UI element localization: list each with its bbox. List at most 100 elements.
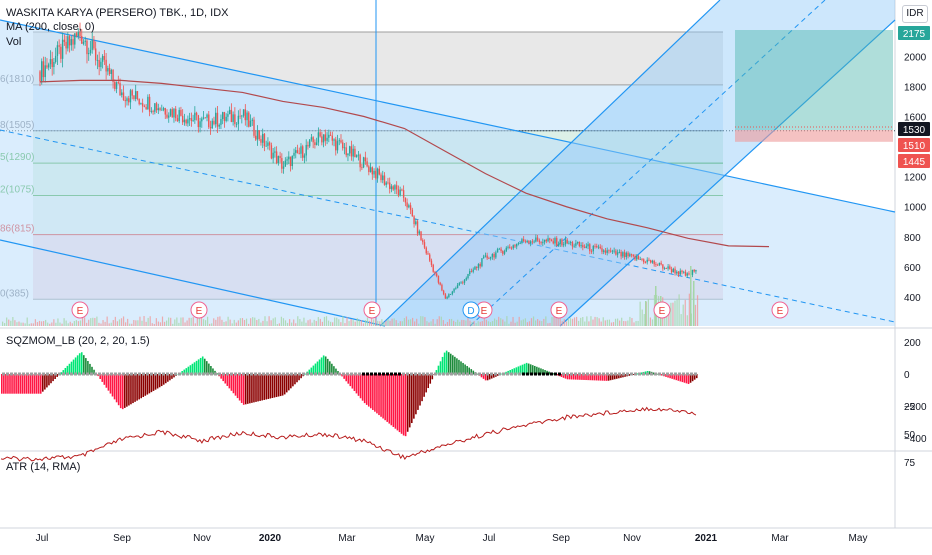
sqz-bar	[427, 374, 429, 389]
candle-body	[216, 112, 219, 127]
sqz-dot	[366, 372, 369, 376]
vol-legend[interactable]: Vol	[6, 35, 21, 49]
sqz-dot	[454, 372, 457, 376]
volume-bar	[163, 321, 166, 326]
candle-body	[44, 65, 46, 78]
candle-body	[609, 250, 612, 252]
volume-bar	[598, 318, 600, 326]
volume-bar	[213, 318, 215, 326]
candle-body	[41, 61, 43, 82]
atr-axis-tick: 50	[904, 430, 916, 441]
sqz-bar	[206, 361, 208, 375]
sqz-bar	[304, 373, 306, 375]
volume-bar	[385, 320, 387, 326]
currency-button[interactable]: IDR	[902, 5, 928, 23]
candle-body	[272, 152, 274, 159]
candle-body	[169, 109, 172, 116]
candle-body	[91, 40, 93, 50]
candle-body	[117, 82, 119, 84]
sqz-bar	[83, 355, 85, 375]
sqz-bar	[316, 361, 319, 375]
sqz-bar	[386, 374, 388, 422]
candle-body	[136, 91, 139, 99]
candle-body	[658, 262, 661, 266]
sqz-bar	[294, 374, 296, 385]
volume-bar	[502, 319, 504, 326]
candle-body	[434, 271, 436, 274]
volume-bar	[20, 322, 22, 326]
candle-body	[61, 39, 64, 59]
candle-body	[376, 168, 379, 179]
candle-body	[267, 142, 269, 146]
candle-body	[343, 147, 346, 149]
volume-bar	[612, 322, 615, 326]
volume-bar	[272, 318, 274, 326]
candle-body	[175, 108, 177, 119]
candle-body	[357, 154, 360, 156]
candle-body	[185, 119, 187, 124]
sqz-bar	[511, 369, 514, 375]
sqz-bar	[527, 363, 530, 375]
candle-body	[368, 166, 370, 173]
volume-bar	[508, 323, 510, 326]
candle-body	[112, 69, 114, 82]
candle-body	[148, 96, 151, 112]
volume-bar	[584, 321, 586, 326]
volume-bar	[496, 319, 498, 326]
sqz-dot	[106, 372, 109, 376]
candle-body	[408, 205, 410, 208]
time-axis-tick: Sep	[552, 533, 570, 544]
symbol-title[interactable]: WASKITA KARYA (PERSERO) TBK., 1D, IDX	[6, 7, 229, 19]
sqz-dot	[82, 372, 85, 376]
sqz-dot	[66, 372, 69, 376]
sqz-bar	[365, 374, 368, 405]
price-badge-bg	[898, 26, 930, 40]
candle-body	[195, 112, 198, 116]
candle-body	[47, 64, 50, 68]
sqz-dot	[178, 372, 181, 376]
candle-body	[538, 240, 541, 243]
candle-body	[528, 240, 530, 244]
event-marker: E	[190, 301, 208, 319]
volume-bar	[6, 317, 8, 326]
volume-bar	[301, 321, 303, 326]
candle-body	[96, 59, 99, 61]
candle-body	[56, 45, 59, 56]
candle-body	[416, 221, 419, 234]
volume-bar	[151, 323, 153, 326]
sqz-bar	[351, 374, 354, 389]
event-marker: E	[771, 301, 789, 319]
sqz-dot	[494, 372, 497, 376]
sqz-dot	[126, 372, 129, 376]
sqz-bar	[87, 360, 89, 375]
sqz-dot	[386, 372, 389, 376]
candle-body	[232, 114, 234, 122]
sqz-bar	[616, 374, 618, 379]
price-axis-tick: 1200	[904, 173, 927, 184]
sqz-legend[interactable]: SQZMOM_LB (20, 2, 20, 1.5)	[6, 334, 150, 348]
volume-bar	[573, 317, 576, 326]
candle-body	[84, 40, 86, 42]
sqz-bar	[124, 374, 126, 408]
candle-body	[82, 41, 85, 44]
sqz-dot	[90, 372, 93, 376]
sqz-bar	[515, 367, 518, 375]
sqz-dot	[482, 372, 485, 376]
sqz-dot	[170, 372, 173, 376]
sqz-bar	[187, 366, 190, 375]
price-axis-tick: 1600	[904, 112, 927, 123]
volume-bar	[71, 323, 73, 326]
sqz-bar	[452, 355, 454, 375]
candle-body	[669, 266, 671, 270]
candle-body	[613, 250, 615, 252]
volume-bar	[106, 316, 108, 326]
atr-legend[interactable]: ATR (14, RMA)	[6, 460, 80, 474]
ma-legend[interactable]: MA (200, close, 0)	[6, 20, 95, 34]
candle-body	[361, 167, 363, 169]
sqz-dot	[414, 372, 417, 376]
volume-bar	[395, 320, 397, 326]
candle-body	[159, 108, 161, 110]
candle-body	[291, 155, 293, 167]
